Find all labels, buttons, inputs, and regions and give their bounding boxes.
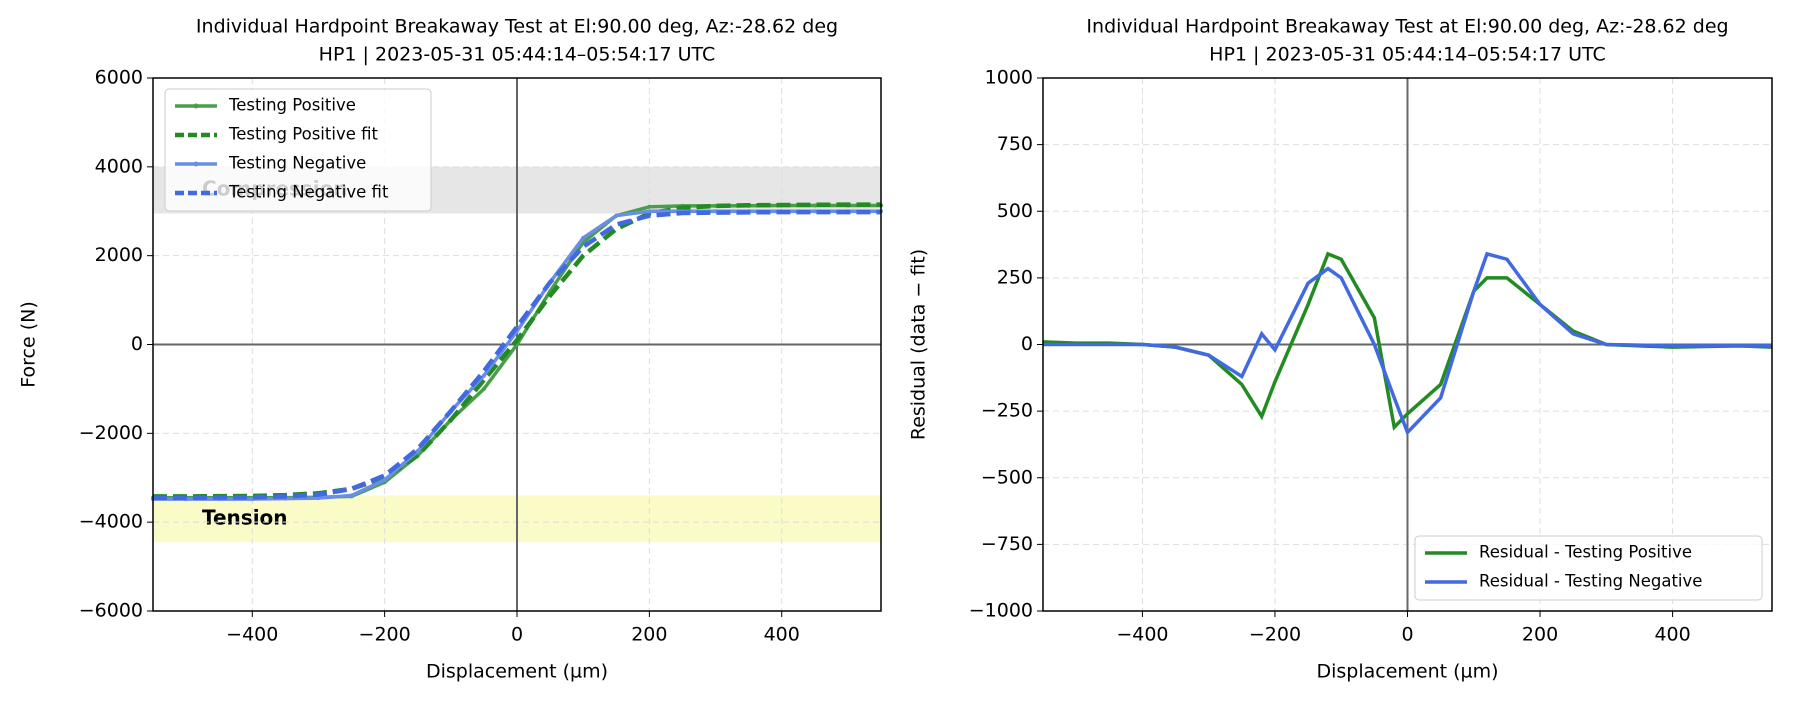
legend-box <box>164 88 432 212</box>
y-tick-label: −1000 <box>969 600 1033 622</box>
x-axis-label: Displacement (µm) <box>426 661 608 683</box>
data-point <box>614 213 619 218</box>
data-point <box>812 209 817 214</box>
y-tick-label: 6000 <box>95 67 143 89</box>
x-tick-label: 400 <box>764 624 800 646</box>
data-point <box>647 209 652 214</box>
chart-subtitle: HP1 | 2023-05-31 05:44:14–05:54:17 UTC <box>319 44 716 66</box>
data-line <box>1043 251 1772 436</box>
data-point <box>647 204 652 209</box>
y-tick-label: 1000 <box>985 67 1033 89</box>
data-point <box>382 477 387 482</box>
legend-label: Residual - Testing Positive <box>1479 543 1692 562</box>
legend-label: Testing Positive <box>228 96 356 115</box>
data-point <box>481 373 486 378</box>
y-axis-label: Force (N) <box>18 301 40 387</box>
x-tick-label: 400 <box>1654 624 1690 646</box>
data-point <box>481 386 486 391</box>
chart-subtitle: HP1 | 2023-05-31 05:44:14–05:54:17 UTC <box>1209 44 1606 66</box>
y-tick-label: 750 <box>997 133 1033 155</box>
x-tick-label: −200 <box>1249 624 1301 646</box>
y-tick-label: −250 <box>981 400 1033 422</box>
y-tick-label: 250 <box>997 266 1033 288</box>
data-point <box>349 493 354 498</box>
x-tick-label: 200 <box>631 624 667 646</box>
x-tick-label: −200 <box>359 624 411 646</box>
plot-frame <box>152 77 882 612</box>
y-tick-label: 0 <box>1021 333 1033 355</box>
y-axis-label: Residual (data − fit) <box>908 249 930 440</box>
legend: Residual - Testing Positive Residual - Te… <box>1414 535 1763 601</box>
legend-marker <box>193 161 199 167</box>
y-tick-label: 500 <box>997 200 1033 222</box>
legend-label: Testing Negative fit <box>228 183 389 202</box>
y-tick-label: 4000 <box>95 155 143 177</box>
x-tick-label: 200 <box>1522 624 1558 646</box>
y-tick-label: 2000 <box>95 244 143 266</box>
y-tick-label: −500 <box>981 466 1033 488</box>
plot-frame <box>1042 77 1773 612</box>
y-tick-label: −750 <box>981 533 1033 555</box>
data-point <box>415 449 420 454</box>
legend-label: Testing Negative <box>228 154 366 173</box>
legend-label: Residual - Testing Negative <box>1479 572 1702 591</box>
y-tick-label: 0 <box>131 333 143 355</box>
chart-title: Individual Hardpoint Breakaway Test at E… <box>196 16 838 38</box>
x-tick-label: −400 <box>1116 624 1168 646</box>
x-tick-label: 0 <box>511 624 523 646</box>
y-tick-label: −4000 <box>79 511 143 533</box>
legend: Testing Positive Testing Positive fit Test… <box>164 88 432 212</box>
chart-title: Individual Hardpoint Breakaway Test at E… <box>1086 16 1728 38</box>
x-tick-label: −400 <box>226 624 278 646</box>
data-point <box>812 203 817 208</box>
data-point <box>316 496 321 501</box>
band-label: Tension <box>202 505 288 529</box>
y-tick-label: −6000 <box>79 600 143 622</box>
legend-box <box>1414 535 1763 601</box>
legend-marker <box>193 103 199 109</box>
data-line <box>153 209 881 500</box>
y-tick-label: −2000 <box>79 422 143 444</box>
legend-label: Testing Positive fit <box>228 125 378 144</box>
data-point <box>581 235 586 240</box>
x-tick-label: 0 <box>1401 624 1413 646</box>
x-axis-label: Displacement (µm) <box>1316 661 1498 683</box>
